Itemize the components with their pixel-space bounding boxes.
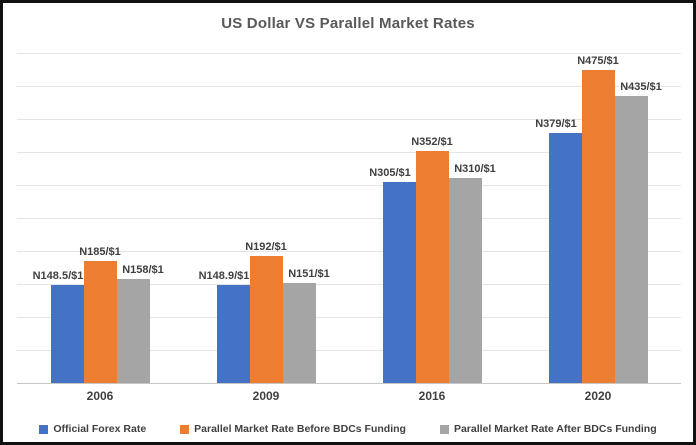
x-axis-label-2006: 2006 [86, 389, 114, 403]
x-axis-label-2009: 2009 [252, 389, 280, 403]
legend-label: Parallel Market Rate Before BDCs Funding [194, 423, 406, 435]
legend-item-parallel-market-rate-before-bdcs-funding: Parallel Market Rate Before BDCs Funding [180, 423, 406, 435]
chart-title: US Dollar VS Parallel Market Rates [221, 15, 475, 32]
data-label: N148.5/$1 [32, 270, 84, 282]
data-label: N192/$1 [245, 241, 287, 254]
legend-swatch-icon [39, 424, 49, 434]
bar-2009-series-2: N151/$1 [282, 268, 330, 383]
bar-2020-series-0: N379/$1 [535, 118, 582, 383]
bar-2016-series-2: N310/$1 [448, 163, 496, 383]
bar-2020-series-1: N475/$1 [577, 55, 619, 383]
bar-group-2006: N148.5/$1 N185/$1 N158/$1 [33, 53, 164, 383]
bar-2016-series-0: N305/$1 [369, 167, 416, 383]
bar-group-2020: N379/$1 N475/$1 N435/$1 [535, 53, 662, 383]
bar-2006-series-2: N158/$1 [116, 264, 164, 383]
data-label: N379/$1 [535, 117, 577, 130]
bar-2006-series-0: N148.5/$1 [33, 270, 84, 383]
bar-2009-series-1: N192/$1 [245, 241, 287, 383]
data-label: N151/$1 [288, 268, 330, 281]
x-axis-label-2020: 2020 [584, 389, 612, 403]
data-label: N148.9/$1 [198, 269, 250, 282]
legend-item-official-forex-rate: Official Forex Rate [39, 423, 146, 435]
data-label: N310/$1 [454, 163, 496, 176]
legend-label: Official Forex Rate [53, 423, 147, 435]
legend: Official Forex Rate Parallel Market Rate … [3, 423, 693, 435]
x-axis-label-2016: 2016 [418, 389, 446, 403]
x-axis: 2006 2009 2016 2020 [17, 389, 681, 403]
bar-group-2009: N148.9/$1 N192/$1 N151/$1 [199, 53, 330, 383]
bar-2006-series-1: N185/$1 [79, 246, 121, 383]
data-label: N305/$1 [369, 166, 411, 179]
bar-group-2016: N305/$1 N352/$1 N310/$1 [369, 53, 496, 383]
plot-area: N148.5/$1 N185/$1 N158/$1 N148.9/$1 N192/$1 N… [17, 53, 681, 384]
legend-swatch-icon [180, 424, 190, 434]
bar-2016-series-1: N352/$1 [411, 136, 453, 383]
data-label: N185/$1 [79, 245, 121, 258]
legend-label: Parallel Market Rate After BDCs Funding [453, 423, 657, 435]
bar-2009-series-0: N148.9/$1 [199, 270, 250, 383]
data-label: N158/$1 [122, 263, 164, 276]
legend-item-parallel-market-rate-after-bdcs-funding: Parallel Market Rate After BDCs Funding [439, 423, 657, 435]
legend-swatch-icon [439, 424, 449, 434]
data-label: N475/$1 [577, 54, 619, 67]
bar-2020-series-2: N435/$1 [614, 81, 662, 383]
data-label: N352/$1 [411, 135, 453, 148]
data-label: N435/$1 [620, 80, 662, 93]
